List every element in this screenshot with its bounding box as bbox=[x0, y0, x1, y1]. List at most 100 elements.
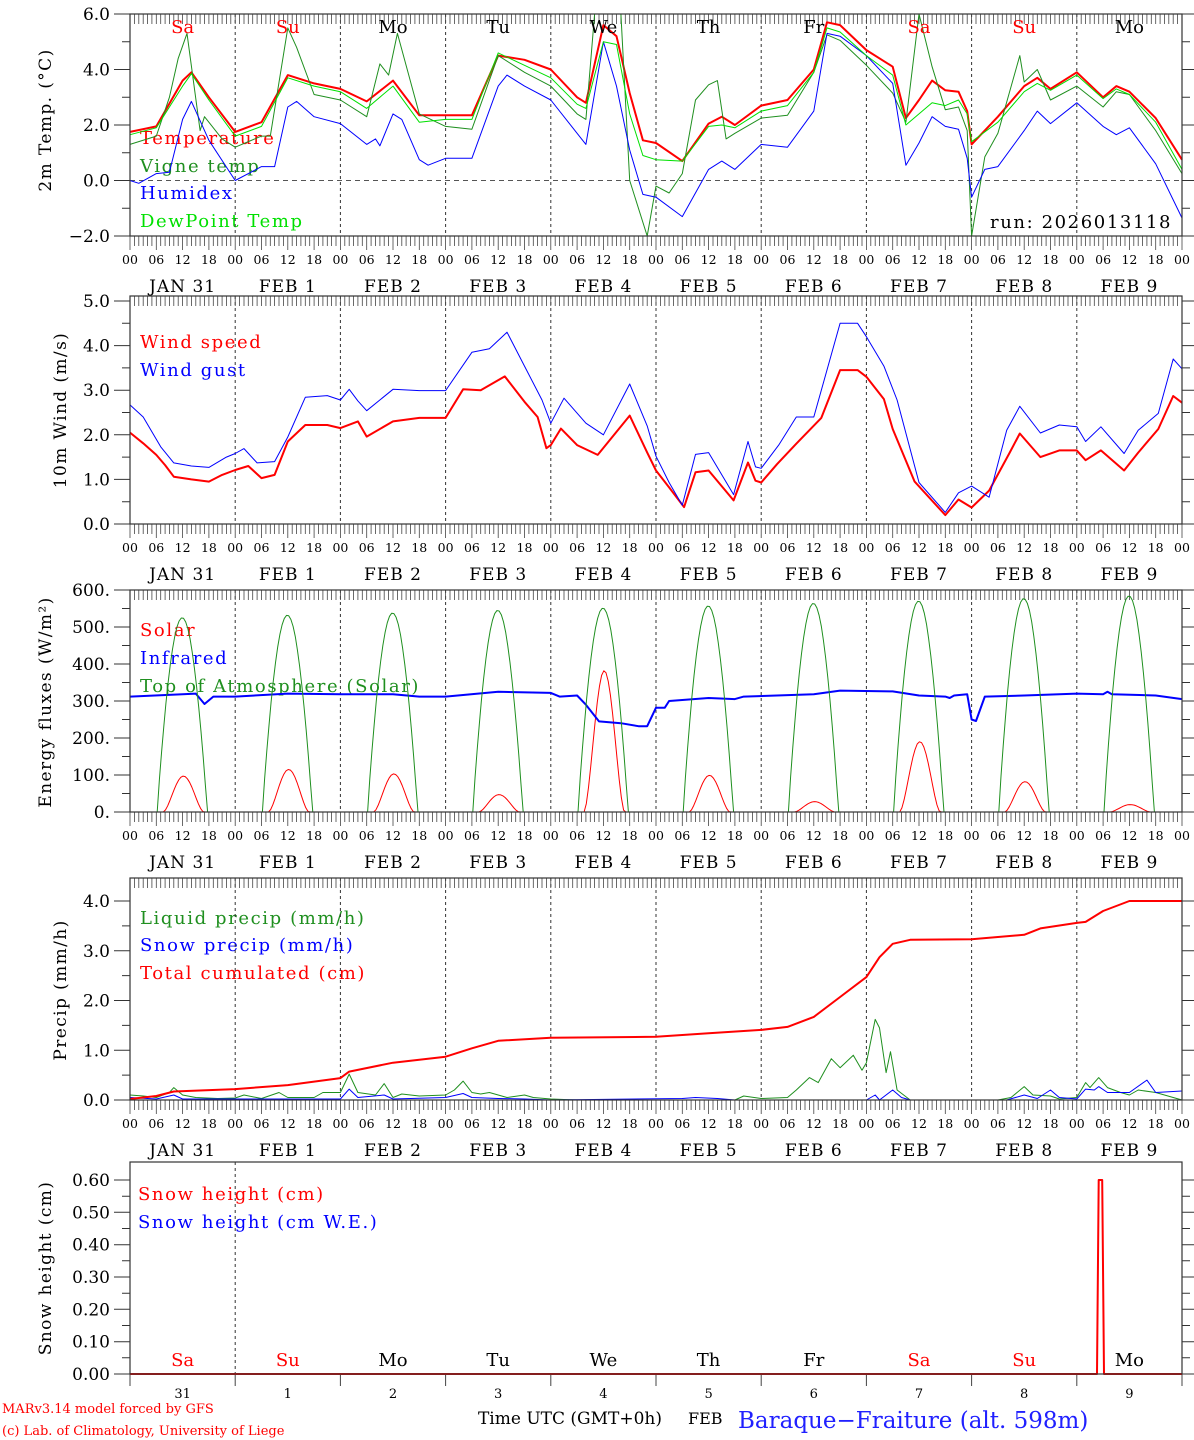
hour-tick-label: 18 bbox=[727, 540, 743, 555]
date-label: FEB 7 bbox=[890, 565, 948, 585]
hour-tick-label: 18 bbox=[1043, 828, 1059, 843]
hour-tick-label: 06 bbox=[1095, 1116, 1111, 1131]
plot-frame bbox=[129, 1161, 1183, 1375]
hour-tick-label: 06 bbox=[674, 540, 690, 555]
hour-tick-label: 00 bbox=[332, 540, 348, 555]
day-number-label: 4 bbox=[599, 1387, 607, 1402]
y-tick-label: 4.0 bbox=[83, 337, 110, 357]
series-wind-speed-line bbox=[129, 369, 1183, 517]
hour-tick-label: 00 bbox=[1069, 1116, 1085, 1131]
station-title: Baraque−Fraiture (alt. 598m) bbox=[738, 1408, 1088, 1434]
hour-tick-label: 18 bbox=[1148, 540, 1164, 555]
hour-tick-label: 12 bbox=[175, 1116, 191, 1131]
hour-tick-label: 06 bbox=[254, 540, 270, 555]
hour-tick-label: 06 bbox=[780, 1116, 796, 1131]
hour-tick-label: 18 bbox=[1043, 540, 1059, 555]
hour-tick-label: 06 bbox=[359, 1116, 375, 1131]
hour-tick-label: 00 bbox=[332, 828, 348, 843]
panel-4: 4.0 3.0 2.0 1.0 0.0 00 06 12 18 00 06 12 18 00 06 12 18 0… bbox=[83, 877, 1194, 1161]
legend-solar-label: Solar bbox=[140, 620, 196, 641]
hour-tick-label: 18 bbox=[201, 828, 217, 843]
hour-tick-label: 00 bbox=[858, 1116, 874, 1131]
hour-tick-label: 06 bbox=[464, 828, 480, 843]
y-tick-label: 3.0 bbox=[83, 942, 110, 962]
hour-tick-label: 12 bbox=[701, 828, 717, 843]
legend-wind-gust-label: Wind gust bbox=[140, 360, 247, 381]
y-tick-label: 1.0 bbox=[83, 470, 110, 490]
legend-snow: Snow height (cm) Snow height (cm W.E.) bbox=[138, 1184, 377, 1233]
y-axis-title-wind: 10m Wind (m/s) bbox=[51, 332, 71, 488]
date-label: FEB 6 bbox=[785, 853, 843, 873]
date-label: FEB 2 bbox=[364, 277, 422, 297]
legend-snow-height-label: Snow height (cm) bbox=[138, 1184, 325, 1205]
hour-tick-label: 00 bbox=[227, 252, 243, 267]
hour-tick-label: 18 bbox=[517, 828, 533, 843]
date-label: FEB 2 bbox=[364, 853, 422, 873]
hour-tick-label: 18 bbox=[727, 828, 743, 843]
hour-tick-label: 06 bbox=[359, 828, 375, 843]
hour-tick-label: 18 bbox=[1043, 252, 1059, 267]
hour-tick-label: 12 bbox=[1121, 252, 1137, 267]
day-number-label: 1 bbox=[284, 1387, 292, 1402]
date-label: FEB 3 bbox=[469, 565, 527, 585]
hour-tick-label: 06 bbox=[780, 252, 796, 267]
y-ticks bbox=[114, 589, 1194, 813]
y-tick-label: 0.50 bbox=[72, 1203, 110, 1223]
day-name-top: Su bbox=[276, 17, 300, 38]
hour-tick-label: 06 bbox=[148, 252, 164, 267]
hour-tick-label: 18 bbox=[937, 1116, 953, 1131]
hour-tick-label: 06 bbox=[990, 828, 1006, 843]
hour-tick-label: 06 bbox=[464, 252, 480, 267]
hour-tick-label: 18 bbox=[1148, 828, 1164, 843]
y-tick-label: 200. bbox=[72, 729, 110, 749]
y-tick-label: 2.0 bbox=[83, 426, 110, 446]
plot-frame bbox=[129, 877, 1183, 1101]
hour-tick-label: 06 bbox=[674, 1116, 690, 1131]
hour-tick-label: 12 bbox=[175, 540, 191, 555]
hour-tick-label: 18 bbox=[411, 252, 427, 267]
y-tick-label: 0.40 bbox=[72, 1236, 110, 1256]
hour-tick-label: 18 bbox=[832, 540, 848, 555]
hour-tick-label: 12 bbox=[1121, 540, 1137, 555]
date-label: FEB 7 bbox=[890, 853, 948, 873]
day-name-top: Su bbox=[1012, 17, 1036, 38]
series-snow-height-cm-line bbox=[130, 1179, 1182, 1375]
hour-tick-label: 06 bbox=[254, 1116, 270, 1131]
hour-tick-label: 00 bbox=[332, 1116, 348, 1131]
y-ticks bbox=[114, 1179, 1194, 1375]
hour-tick-label: 12 bbox=[280, 252, 296, 267]
hour-tick-label: 00 bbox=[543, 1116, 559, 1131]
legend-humidex-label: Humidex bbox=[140, 183, 234, 204]
legend-snow-precip-label: Snow precip (mm/h) bbox=[140, 935, 354, 956]
hour-tick-label: 00 bbox=[1174, 1116, 1190, 1131]
legend-energy: Solar Infrared Top of Atmosphere (Solar) bbox=[140, 620, 418, 697]
day-name-top: We bbox=[590, 17, 618, 38]
y-tick-label: 300. bbox=[72, 692, 110, 712]
date-label: FEB 9 bbox=[1100, 1141, 1158, 1161]
hour-tick-label: 00 bbox=[122, 540, 138, 555]
hour-tick-label: 00 bbox=[964, 1116, 980, 1131]
day-number-label: 7 bbox=[915, 1387, 923, 1402]
hour-tick-label: 18 bbox=[411, 828, 427, 843]
hour-tick-label: 12 bbox=[385, 252, 401, 267]
y-axis-title-energy: Energy fluxes (W/m²) bbox=[36, 596, 56, 807]
date-label: FEB 4 bbox=[574, 565, 632, 585]
date-label: JAN 31 bbox=[147, 565, 216, 585]
hour-tick-label: 12 bbox=[1016, 252, 1032, 267]
hour-tick-label: 12 bbox=[490, 540, 506, 555]
hour-tick-label: 18 bbox=[306, 828, 322, 843]
hour-tick-label: 00 bbox=[227, 540, 243, 555]
hour-tick-label: 12 bbox=[490, 1116, 506, 1131]
y-axis-title-snow: Snow height (cm) bbox=[36, 1181, 56, 1356]
day-name-top: Mo bbox=[1115, 17, 1144, 38]
date-label: FEB 6 bbox=[785, 565, 843, 585]
day-name-bottom: We bbox=[590, 1350, 618, 1371]
hour-tick-label: 12 bbox=[806, 540, 822, 555]
hour-tick-label: 12 bbox=[595, 252, 611, 267]
hour-tick-label: 00 bbox=[1069, 540, 1085, 555]
hour-tick-label: 18 bbox=[306, 252, 322, 267]
hour-tick-label: 06 bbox=[359, 540, 375, 555]
hour-tick-label: 06 bbox=[885, 1116, 901, 1131]
hour-tick-label: 12 bbox=[595, 828, 611, 843]
hour-tick-label: 18 bbox=[306, 540, 322, 555]
